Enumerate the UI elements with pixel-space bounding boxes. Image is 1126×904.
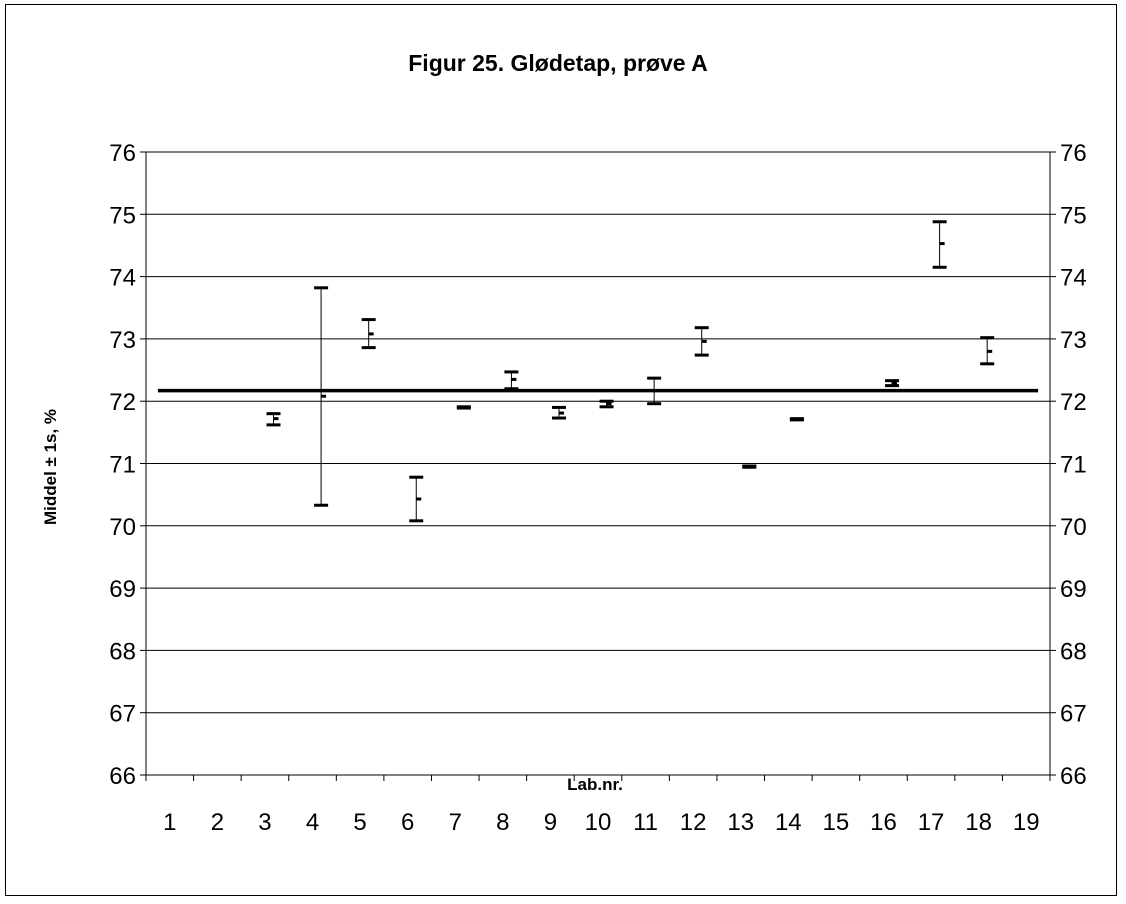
x-tick-label-4: 4 — [306, 809, 319, 836]
error-bar-lab-5 — [361, 318, 376, 350]
x-tick-label-16: 16 — [870, 809, 897, 836]
error-bar-lab-17 — [932, 220, 947, 269]
x-tick-label-1: 1 — [163, 809, 176, 836]
x-tick-label-15: 15 — [823, 809, 850, 836]
x-axis-title: Lab.nr. — [567, 775, 623, 794]
y-tick-label-right: 70 — [1060, 514, 1087, 541]
y-tick-label-right: 69 — [1060, 576, 1087, 603]
x-tick-label-5: 5 — [353, 809, 366, 836]
y-tick-label-right: 73 — [1060, 327, 1087, 354]
y-tick-label-left: 69 — [109, 576, 136, 603]
error-bar-lab-16 — [885, 379, 900, 388]
x-tick-label-17: 17 — [918, 809, 945, 836]
y-tick-label-left: 70 — [109, 514, 136, 541]
y-tick-label-left: 67 — [109, 701, 136, 728]
x-tick-label-19: 19 — [1013, 809, 1040, 836]
y-tick-label-right: 66 — [1060, 763, 1087, 790]
y-tick-label-right: 67 — [1060, 701, 1087, 728]
error-bar-lab-14 — [789, 417, 804, 422]
error-bar-lab-7 — [456, 405, 471, 410]
x-tick-label-6: 6 — [401, 809, 414, 836]
y-tick-label-left: 74 — [109, 265, 136, 292]
y-tick-label-left: 76 — [109, 140, 136, 167]
error-bars — [266, 220, 995, 523]
error-bar-lab-13 — [742, 464, 757, 469]
x-tick-label-7: 7 — [449, 809, 462, 836]
y-tick-label-left: 73 — [109, 327, 136, 354]
y-tick-label-right: 75 — [1060, 202, 1087, 229]
y-tick-label-left: 72 — [109, 389, 136, 416]
error-bar-lab-9 — [551, 405, 566, 420]
y-tick-label-right: 76 — [1060, 140, 1087, 167]
x-tick-label-3: 3 — [258, 809, 271, 836]
x-tick-label-9: 9 — [544, 809, 557, 836]
y-tick-label-right: 74 — [1060, 265, 1087, 292]
x-tick-label-2: 2 — [211, 809, 224, 836]
x-tick-label-8: 8 — [496, 809, 509, 836]
x-tick-label-10: 10 — [585, 809, 612, 836]
y-tick-label-left: 68 — [109, 638, 136, 665]
error-bar-lab-3 — [266, 412, 281, 427]
y-tick-label-right: 72 — [1060, 389, 1087, 416]
y-tick-label-left: 66 — [109, 763, 136, 790]
error-bar-lab-12 — [694, 326, 709, 357]
y-tick-label-left: 71 — [109, 452, 136, 479]
error-bar-lab-6 — [409, 475, 424, 523]
gridlines — [146, 151, 1050, 776]
y-tick-label-right: 71 — [1060, 452, 1087, 479]
y-axis-title: Middel ± 1s, % — [41, 409, 60, 525]
x-tick-label-11: 11 — [633, 809, 658, 836]
axes — [140, 151, 1056, 781]
y-tick-label-left: 75 — [109, 202, 136, 229]
x-tick-label-18: 18 — [965, 809, 992, 836]
error-bar-lab-10 — [599, 399, 614, 409]
chart-title: Figur 25. Glødetap, prøve A — [408, 50, 707, 76]
error-bar-lab-4 — [314, 286, 329, 507]
error-bar-lab-8 — [504, 370, 519, 391]
error-bar-lab-18 — [980, 336, 995, 366]
x-tick-label-13: 13 — [727, 809, 754, 836]
y-tick-label-right: 68 — [1060, 638, 1087, 665]
x-tick-label-12: 12 — [680, 809, 707, 836]
chart-frame: Figur 25. Glødetap, prøve A 66 66 67 67 68 68… — [5, 4, 1117, 896]
error-bar-lab-11 — [647, 376, 662, 406]
x-tick-label-14: 14 — [775, 809, 802, 836]
